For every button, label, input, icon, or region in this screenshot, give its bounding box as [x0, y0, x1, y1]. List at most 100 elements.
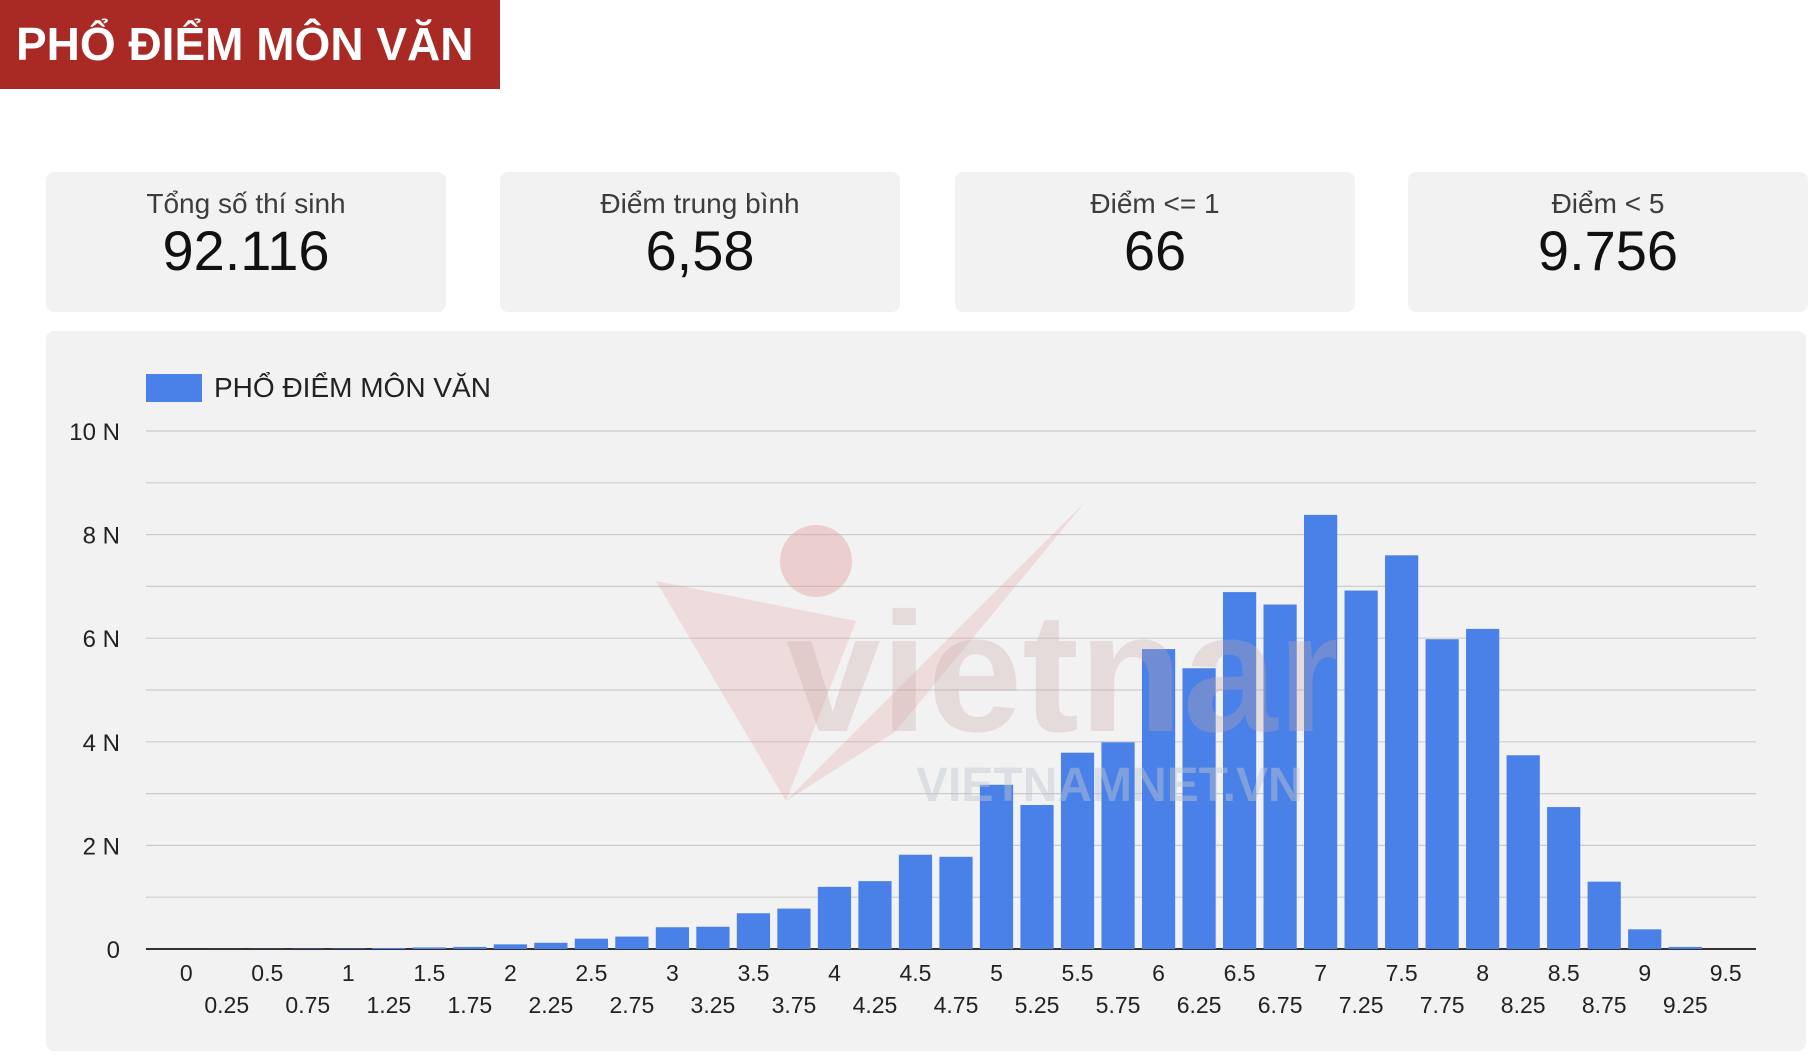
y-tick-label: 8 N [83, 523, 120, 550]
stat-card-total-candidates: Tổng số thí sinh 92.116 [46, 172, 446, 312]
bar-7.5 [1385, 555, 1419, 949]
x-tick-label: 2.5 [575, 960, 607, 986]
x-tick-label: 1.25 [366, 992, 411, 1018]
x-tick-label: 0.75 [285, 992, 330, 1018]
grid-lines [146, 430, 1756, 950]
x-tick-label: 0 [180, 960, 193, 986]
x-tick-label: 3.25 [691, 992, 736, 1018]
stat-label: Tổng số thí sinh [146, 188, 346, 219]
bar-8.5 [1547, 807, 1581, 949]
stat-card-score-lt-5: Điểm < 5 9.756 [1408, 172, 1808, 312]
bar-2 [493, 944, 527, 949]
bar-1.75 [453, 946, 487, 949]
x-tick-label: 1 [342, 960, 355, 986]
bar-4.75 [939, 856, 973, 949]
bar-4.25 [858, 881, 892, 949]
bar-5.5 [1060, 752, 1095, 949]
chart-legend: PHỔ ĐIỂM MÔN VĂN [146, 372, 491, 403]
x-tick-label: 0.5 [251, 960, 283, 986]
bar-8 [1466, 628, 1500, 949]
x-tick-label: 4.25 [853, 992, 898, 1018]
x-tick-label: 3.75 [772, 992, 817, 1018]
x-tick-label: 2 [504, 960, 517, 986]
y-tick-label: 4 N [83, 730, 120, 757]
x-tick-label: 3 [666, 960, 679, 986]
bar-1.5 [412, 947, 446, 949]
x-tick-label: 6.75 [1258, 992, 1303, 1018]
bar-6.5 [1222, 592, 1257, 949]
x-tick-label: 7 [1314, 960, 1327, 986]
x-tick-label: 7.5 [1386, 960, 1418, 986]
y-axis-ticks: 0 2 N 4 N 6 N 8 N 10 N [69, 419, 120, 964]
bar-3.5 [736, 913, 771, 949]
x-tick-label: 4.5 [899, 960, 931, 986]
x-tick-label: 0.25 [204, 992, 249, 1018]
y-tick-label: 6 N [83, 626, 120, 653]
stat-value: 66 [1123, 219, 1187, 282]
legend-label: PHỔ ĐIỂM MÔN VĂN [214, 372, 491, 403]
legend-swatch [146, 374, 202, 402]
bar-7 [1304, 514, 1338, 949]
bar-1.25 [372, 947, 406, 949]
bar-8.75 [1587, 881, 1621, 949]
x-tick-label: 7.75 [1420, 992, 1465, 1018]
x-tick-label: 9.5 [1710, 960, 1742, 986]
bar-2.25 [534, 942, 568, 949]
x-tick-label: 6.5 [1224, 960, 1256, 986]
bar-7.75 [1425, 639, 1459, 949]
x-tick-label: 2.75 [610, 992, 655, 1018]
x-tick-label: 8.5 [1548, 960, 1580, 986]
bar-9 [1628, 929, 1662, 949]
bar-6.25 [1182, 668, 1216, 949]
x-tick-label: 1.5 [413, 960, 445, 986]
x-tick-label: 5.25 [1015, 992, 1060, 1018]
x-tick-label: 3.5 [737, 960, 769, 986]
bar-7.25 [1344, 590, 1378, 949]
x-tick-label: 4.75 [934, 992, 979, 1018]
stat-label: Điểm < 5 [1551, 188, 1665, 219]
x-tick-label: 5 [990, 960, 1003, 986]
x-axis-ticks: 0 0.250.50.75 1 1.251.51.75 2 2.252.52.75 3 3.2… [180, 960, 1742, 1018]
bar-4 [817, 886, 852, 949]
y-tick-label: 2 N [83, 833, 120, 860]
stat-value: 92.116 [162, 219, 330, 282]
x-tick-label: 8.75 [1582, 992, 1627, 1018]
x-tick-label: 1.75 [447, 992, 492, 1018]
bar-2.5 [574, 938, 608, 949]
x-tick-label: 4 [828, 960, 841, 986]
x-tick-label: 5.5 [1062, 960, 1094, 986]
x-tick-label: 8 [1476, 960, 1489, 986]
x-tick-label: 9.25 [1663, 992, 1708, 1018]
bar-9.25 [1668, 946, 1702, 949]
bar-5 [979, 784, 1014, 949]
x-tick-label: 8.25 [1501, 992, 1546, 1018]
stat-card-average-score: Điểm trung bình 6,58 [500, 172, 900, 312]
x-tick-label: 5.75 [1096, 992, 1141, 1018]
y-tick-label: 10 N [69, 419, 120, 446]
x-tick-label: 6.25 [1177, 992, 1222, 1018]
bar-8.25 [1506, 755, 1540, 949]
bar-6 [1141, 649, 1176, 949]
stat-value: 6,58 [645, 219, 755, 282]
x-tick-label: 2.25 [528, 992, 573, 1018]
page-title: PHỔ ĐIỂM MÔN VĂN [0, 0, 500, 89]
stat-label: Điểm <= 1 [1090, 188, 1220, 219]
bar-3.25 [696, 926, 730, 949]
x-tick-label: 9 [1638, 960, 1651, 986]
x-tick-label: 6 [1152, 960, 1165, 986]
stat-value: 9.756 [1537, 219, 1679, 282]
bar-2.75 [615, 936, 649, 949]
bar-3 [655, 927, 690, 949]
bar-5.75 [1101, 742, 1135, 949]
bar-3.75 [777, 908, 811, 949]
bar-4.5 [898, 854, 933, 949]
bar-6.75 [1263, 604, 1297, 949]
bar-5.25 [1020, 804, 1054, 949]
x-tick-label: 7.25 [1339, 992, 1384, 1018]
chart-panel: 0 2 N 4 N 6 N 8 N 10 N 0 0.25 0.5 0.75 1 1.25 1.5 1.… [46, 331, 1806, 1051]
stat-card-score-le-1: Điểm <= 1 66 [955, 172, 1355, 312]
stat-label: Điểm trung bình [600, 188, 800, 219]
histogram-chart: 0 2 N 4 N 6 N 8 N 10 N 0 0.250.50.75 1 1.251.51.… [69, 419, 1756, 1018]
y-tick-label: 0 [107, 937, 120, 964]
bars [210, 514, 1702, 949]
